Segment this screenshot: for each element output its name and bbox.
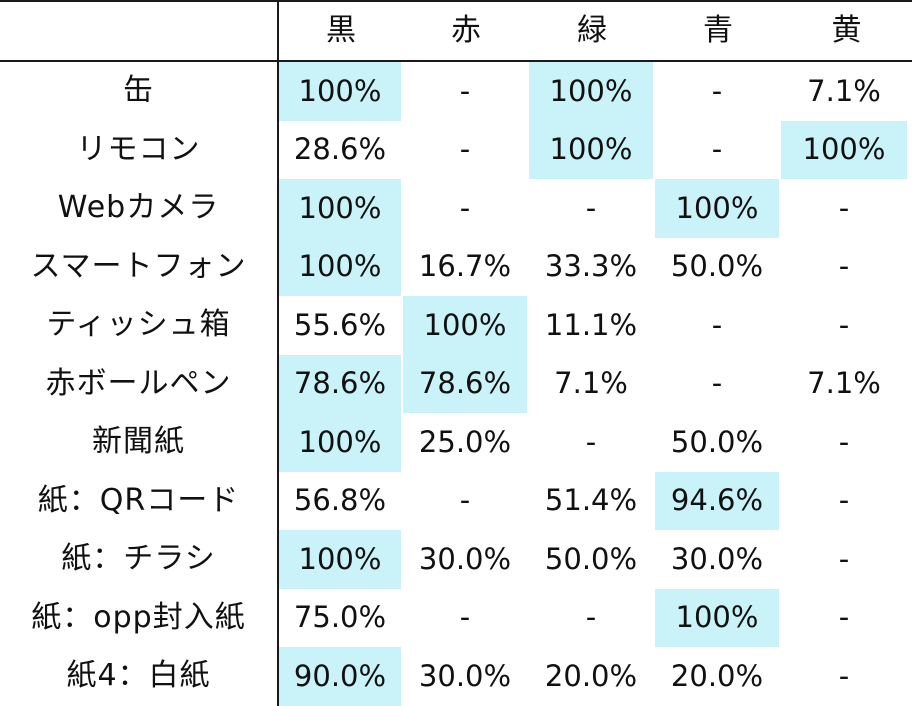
highlighted-cell: 90.0%	[279, 647, 401, 706]
table-cell: 75.0%	[293, 600, 387, 635]
highlighted-cell: 100%	[403, 296, 527, 355]
row-label: Webカメラ	[57, 190, 220, 226]
table-cell: -	[838, 600, 850, 635]
table-cell: -	[585, 190, 597, 225]
table-cell: -	[459, 600, 471, 635]
table-cell: 7.1%	[554, 366, 628, 401]
column-header: 黒	[326, 13, 356, 48]
highlighted-cell: 100%	[279, 62, 401, 121]
column-header: 黄	[831, 13, 862, 48]
row-label: 新聞紙	[92, 424, 185, 460]
table-cell: -	[838, 249, 850, 284]
header-divider	[0, 60, 912, 62]
table-cell: 51.4%	[544, 483, 638, 518]
table-cell: 20.0%	[670, 658, 764, 693]
table-top-border	[0, 0, 912, 2]
highlighted-cell: 100%	[279, 530, 401, 589]
row-label: スマートフォン	[30, 248, 247, 284]
table-cell: 16.7%	[418, 249, 512, 284]
table-cell: -	[459, 190, 471, 225]
table-cell: -	[711, 73, 723, 108]
row-label: ティッシュ箱	[46, 307, 231, 343]
highlighted-cell: 100%	[529, 62, 653, 121]
highlighted-cell: 94.6%	[655, 471, 779, 530]
corner-cell	[0, 2, 277, 60]
table-cell: -	[711, 366, 723, 401]
highlighted-cell: 100%	[279, 179, 401, 238]
table-cell: 50.0%	[544, 541, 638, 576]
table-cell: 7.1%	[807, 366, 881, 401]
table-cell: 30.0%	[418, 658, 512, 693]
table-cell: -	[838, 190, 850, 225]
table-cell: 56.8%	[293, 483, 387, 518]
table-cell: 28.6%	[293, 132, 387, 167]
table-cell: -	[459, 73, 471, 108]
table-cell: -	[459, 132, 471, 167]
table-cell: 30.0%	[418, 541, 512, 576]
table-cell: -	[838, 483, 850, 518]
table-cell: 50.0%	[670, 249, 764, 284]
table-cell: -	[459, 483, 471, 518]
row-label: 紙：opp封入紙	[31, 599, 246, 635]
row-label: 赤ボールペン	[45, 365, 232, 401]
table-cell: 30.0%	[670, 541, 764, 576]
table-cell: 55.6%	[293, 307, 387, 342]
column-header: 青	[703, 13, 733, 48]
table-cell: 25.0%	[418, 424, 512, 459]
table-cell: 20.0%	[544, 658, 638, 693]
table-cell: -	[711, 132, 723, 167]
table-cell: 7.1%	[807, 73, 881, 108]
column-header: 緑	[577, 13, 607, 48]
table-cell: -	[585, 600, 597, 635]
table-cell: 11.1%	[544, 307, 638, 342]
highlighted-cell: 100%	[279, 237, 401, 296]
row-label: 缶	[123, 73, 154, 109]
table-cell: -	[838, 658, 850, 693]
table-cell: 33.3%	[544, 249, 638, 284]
table-cell: 50.0%	[670, 424, 764, 459]
row-label: 紙：QRコード	[37, 482, 240, 518]
highlighted-cell: 78.6%	[279, 354, 401, 413]
highlighted-cell: 100%	[655, 588, 779, 647]
table-cell: -	[711, 307, 723, 342]
table-cell: -	[585, 424, 597, 459]
highlighted-cell: 100%	[279, 413, 401, 472]
highlighted-cell: 100%	[529, 120, 653, 179]
highlighted-cell: 78.6%	[403, 354, 527, 413]
column-header: 赤	[451, 13, 481, 48]
label-column-divider	[277, 0, 279, 706]
highlighted-cell: 100%	[781, 120, 907, 179]
row-label: 紙：チラシ	[61, 541, 216, 577]
row-label: 紙4：白紙	[66, 658, 211, 694]
table-cell: -	[838, 541, 850, 576]
table-cell: -	[838, 307, 850, 342]
highlighted-cell: 100%	[655, 179, 779, 238]
row-label: リモコン	[76, 131, 201, 167]
table-cell: -	[838, 424, 850, 459]
